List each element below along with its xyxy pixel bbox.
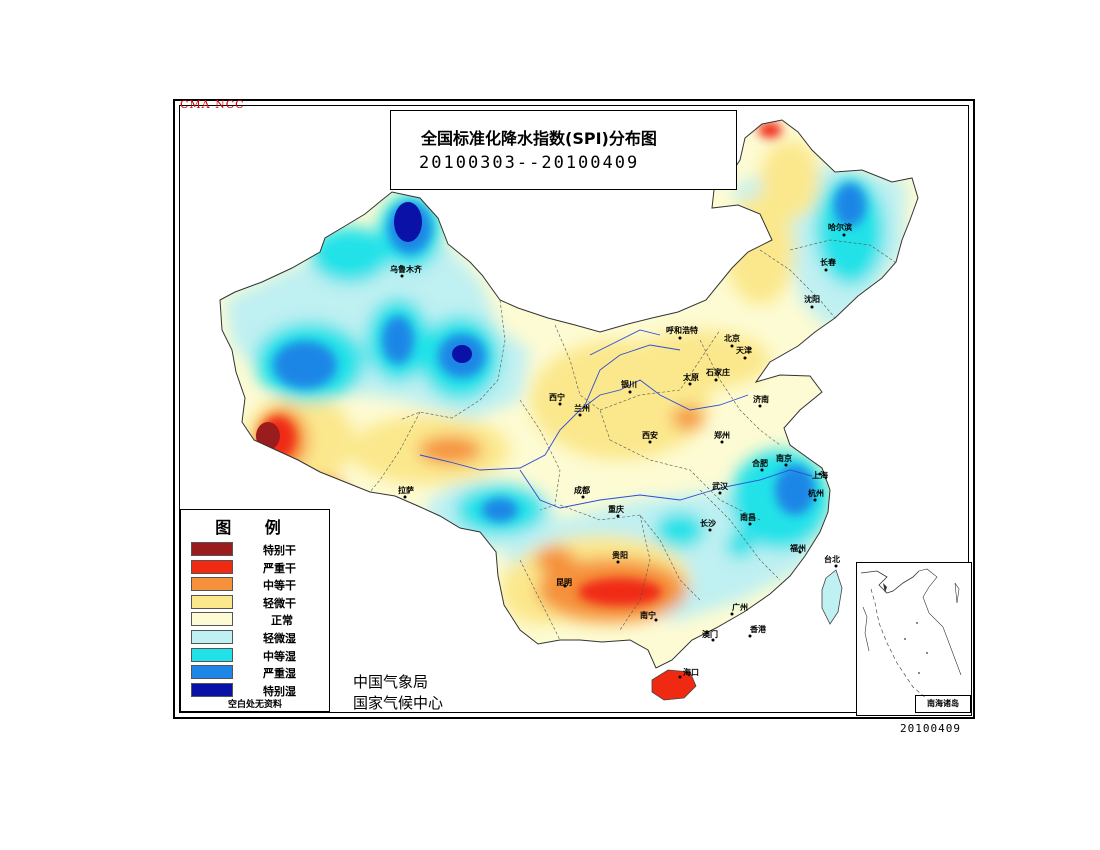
legend-label: 中等干 bbox=[263, 579, 296, 593]
legend-swatch bbox=[191, 665, 233, 680]
city-label: 呼和浩特 bbox=[666, 325, 698, 335]
legend-label: 严重干 bbox=[263, 561, 296, 575]
map-title: 全国标准化降水指数(SPI)分布图 bbox=[421, 129, 657, 148]
inset-label: 南海诸岛 bbox=[915, 695, 971, 713]
agency-center: 国家气候中心 bbox=[353, 694, 444, 712]
legend-label: 严重湿 bbox=[263, 667, 296, 681]
city-label: 长春 bbox=[820, 257, 836, 267]
agency-name: 中国气象局 bbox=[353, 673, 429, 691]
date-range: 20100303--20100409 bbox=[419, 153, 640, 173]
city-label: 济南 bbox=[753, 394, 769, 404]
city-label: 昆明 bbox=[556, 577, 572, 587]
city-label: 福州 bbox=[789, 543, 806, 553]
city-label: 澳门 bbox=[702, 629, 718, 639]
legend-item: 中等干 bbox=[191, 577, 321, 593]
south-china-sea-inset: 南海诸岛 bbox=[856, 562, 972, 716]
city-label: 合肥 bbox=[751, 458, 768, 468]
map-inner-border bbox=[179, 105, 969, 713]
city-label: 西宁 bbox=[549, 392, 565, 402]
city-label: 拉萨 bbox=[398, 485, 414, 495]
rivers bbox=[419, 329, 813, 509]
legend-swatch bbox=[191, 594, 233, 609]
province-borders bbox=[369, 239, 896, 641]
city-label: 上海 bbox=[812, 470, 828, 480]
city-label: 哈尔滨 bbox=[828, 222, 852, 232]
city-label: 广州 bbox=[732, 602, 748, 612]
hainan-island bbox=[651, 669, 697, 701]
legend-item: 特别干 bbox=[191, 542, 321, 557]
city-label: 杭州 bbox=[808, 488, 824, 498]
legend-item: 轻微干 bbox=[191, 594, 321, 610]
legend-item: 严重湿 bbox=[191, 665, 321, 681]
title-box: 全国标准化降水指数(SPI)分布图 20100303--20100409 bbox=[390, 110, 737, 190]
city-label: 长沙 bbox=[700, 518, 716, 528]
city-label: 兰州 bbox=[574, 403, 590, 413]
legend-item: 轻微湿 bbox=[191, 630, 321, 645]
watermark: CMA NCC bbox=[180, 98, 245, 111]
inset-map bbox=[860, 568, 962, 700]
legend-swatch bbox=[191, 682, 233, 697]
city-label: 贵阳 bbox=[612, 550, 628, 560]
legend-swatch bbox=[191, 577, 233, 592]
legend-label: 中等湿 bbox=[263, 649, 296, 663]
city-label: 南宁 bbox=[640, 610, 656, 620]
china-outline bbox=[219, 119, 919, 669]
city-label: 乌鲁木齐 bbox=[390, 264, 423, 274]
legend-label: 轻微湿 bbox=[263, 632, 296, 645]
legend-label: 正常 bbox=[271, 614, 293, 628]
legend-title: 图 例 bbox=[215, 518, 295, 537]
city-label: 郑州 bbox=[714, 430, 730, 440]
city-label: 银川 bbox=[620, 379, 637, 389]
legend-item: 正常 bbox=[191, 612, 321, 628]
legend-label: 特别干 bbox=[263, 544, 296, 557]
city-labels: 乌鲁木齐 哈尔滨 长春 沈阳 呼和浩特 北京 天津 太原 石家庄 银川 西宁 兰… bbox=[390, 222, 852, 677]
legend-swatch bbox=[191, 630, 233, 644]
city-label: 重庆 bbox=[608, 504, 624, 514]
city-label: 香港 bbox=[749, 624, 767, 634]
legend-item: 特别湿 bbox=[191, 682, 321, 698]
legend-swatch bbox=[191, 647, 233, 662]
city-label: 石家庄 bbox=[705, 367, 730, 377]
city-label: 北京 bbox=[724, 333, 740, 343]
legend-swatch bbox=[191, 542, 233, 556]
legend-item: 严重干 bbox=[191, 559, 321, 575]
city-label: 太原 bbox=[682, 372, 699, 382]
city-markers bbox=[400, 233, 846, 679]
city-label: 南昌 bbox=[740, 512, 756, 522]
city-label: 台北 bbox=[824, 554, 840, 564]
taiwan-island bbox=[821, 569, 843, 625]
legend-item: 中等湿 bbox=[191, 647, 321, 663]
legend-label: 轻微干 bbox=[263, 596, 296, 610]
map-frame bbox=[173, 99, 975, 719]
city-label: 成都 bbox=[574, 485, 590, 495]
legend: 图 例 特别干严重干中等干轻微干正常轻微湿中等湿严重湿特别湿 空白处无资料 bbox=[180, 509, 330, 712]
city-label: 海口 bbox=[683, 667, 699, 677]
legend-swatch bbox=[191, 559, 233, 574]
city-label: 南京 bbox=[776, 453, 792, 463]
city-label: 武汉 bbox=[712, 481, 729, 491]
city-label: 沈阳 bbox=[804, 294, 820, 304]
issue-date: 20100409 bbox=[900, 722, 961, 735]
legend-note: 空白处无资料 bbox=[227, 700, 282, 710]
legend-swatch bbox=[191, 612, 233, 627]
legend-label: 特别湿 bbox=[263, 684, 296, 698]
city-label: 西安 bbox=[642, 430, 658, 440]
city-label: 天津 bbox=[736, 345, 752, 355]
